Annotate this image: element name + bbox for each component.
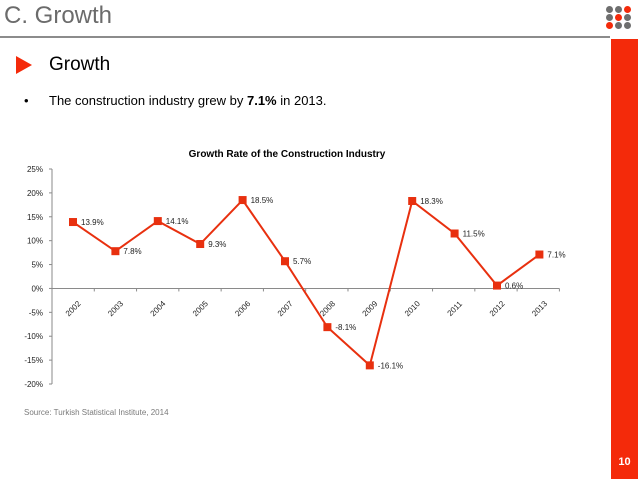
- data-point-marker: [281, 257, 289, 266]
- x-tick-label: 2012: [488, 299, 507, 318]
- y-tick-label: 25%: [27, 165, 43, 174]
- triangle-arrow-icon: [16, 56, 32, 74]
- bullet-highlight: 7.1%: [246, 93, 277, 108]
- data-label: 18.5%: [251, 196, 274, 205]
- data-point-marker: [69, 218, 77, 227]
- data-label: -16.1%: [378, 361, 403, 370]
- data-point-marker: [450, 229, 459, 238]
- accent-sidebar: [611, 39, 638, 479]
- series-line: [72, 198, 540, 368]
- chart-title: Growth Rate of the Construction Industry: [189, 149, 386, 160]
- y-tick-label: 15%: [27, 213, 43, 222]
- data-label: 7.8%: [123, 247, 141, 256]
- title-divider: [0, 36, 610, 38]
- x-tick-label: 2013: [530, 299, 549, 318]
- y-tick-label: -15%: [24, 356, 43, 365]
- data-label: 18.3%: [420, 197, 443, 206]
- data-label: 9.3%: [208, 240, 226, 249]
- page-number: 10: [618, 456, 631, 468]
- y-tick-label: 0%: [31, 284, 43, 293]
- y-tick-label: 5%: [31, 261, 43, 270]
- y-tick-label: 20%: [27, 189, 43, 198]
- data-point-marker: [493, 281, 501, 290]
- x-tick-label: 2008: [318, 299, 337, 318]
- bullet-text-prefix: The construction industry grew by: [49, 93, 247, 108]
- data-label: -8.1%: [335, 323, 356, 332]
- series-growth-rate: 13.9% 7.8% 14.1% 9.3% 18.5% 5.7% -8.1% -16.1% 18…: [69, 196, 566, 370]
- data-label: 14.1%: [166, 217, 189, 226]
- y-tick-label: -20%: [24, 380, 43, 389]
- x-tick-label: 2010: [403, 299, 422, 318]
- x-tick-label: 2009: [361, 299, 380, 318]
- data-point-marker: [535, 250, 544, 259]
- data-point-marker: [238, 196, 247, 205]
- data-point-marker: [196, 240, 205, 249]
- y-tick-label: 10%: [27, 237, 43, 246]
- data-label: 11.5%: [463, 230, 485, 239]
- data-label: 0.6%: [505, 282, 523, 291]
- x-tick-label: 2006: [233, 299, 252, 318]
- bullet-text: The construction industry grew by 7.1% i…: [49, 93, 327, 108]
- y-tick-label: -5%: [29, 308, 43, 317]
- dot-grid-logo-icon: [606, 6, 632, 30]
- data-point-marker: [153, 217, 162, 226]
- bullet-text-suffix: in 2013.: [276, 93, 327, 108]
- data-point-marker: [365, 361, 374, 370]
- x-tick-label: 2003: [106, 299, 125, 318]
- growth-rate-chart: Growth Rate of the Construction Industry…: [24, 149, 566, 389]
- x-tick-label: 2007: [276, 299, 295, 318]
- x-tick-label: 2002: [64, 299, 83, 318]
- data-point-marker: [408, 197, 417, 206]
- data-label: 5.7%: [293, 257, 311, 266]
- data-label: 13.9%: [81, 218, 104, 227]
- source-note: Source: Turkish Statistical Institute, 2…: [24, 408, 169, 417]
- y-axis: 25% 20% 15% 10% 5% 0% -5% -10% -15% -20%: [24, 165, 53, 389]
- data-label: 7.1%: [547, 251, 565, 260]
- data-point-marker: [323, 323, 332, 332]
- slide-title: C. Growth: [4, 2, 113, 29]
- x-tick-label: 2005: [191, 299, 210, 318]
- section-heading: Growth: [49, 54, 111, 75]
- x-tick-label: 2004: [149, 299, 168, 318]
- bullet-icon: •: [24, 93, 29, 108]
- data-point-marker: [111, 247, 120, 256]
- y-tick-label: -10%: [24, 332, 43, 341]
- x-tick-label: 2011: [446, 299, 465, 318]
